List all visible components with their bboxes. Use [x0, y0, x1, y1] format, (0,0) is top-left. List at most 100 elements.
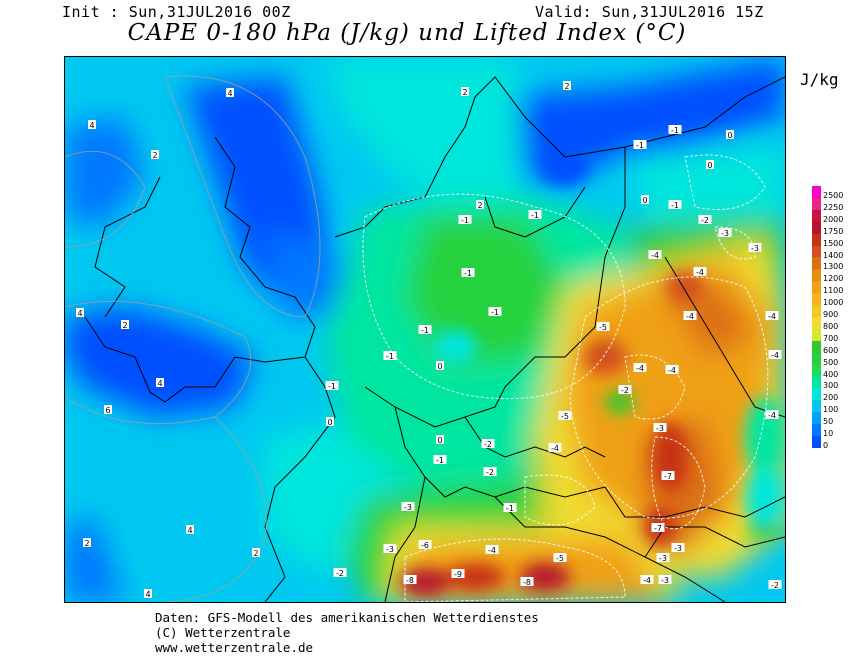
li-label-box: [693, 267, 707, 276]
li-label-box: [683, 311, 697, 320]
li-label: -3: [659, 554, 667, 563]
legend-swatch: [812, 400, 821, 413]
li-label: -3: [674, 544, 682, 553]
li-label: 2: [122, 321, 127, 330]
li-label-box: [418, 325, 432, 334]
legend-swatch: [812, 209, 821, 223]
legend-level-label: 1300: [823, 262, 844, 272]
li-label: -3: [404, 503, 412, 512]
li-label-box: [461, 268, 475, 277]
legend-swatch: [812, 412, 821, 425]
positive-li-contours: [65, 75, 321, 602]
legend-level-label: 500: [823, 357, 839, 367]
legend-swatch: [812, 197, 821, 211]
li-label: -3: [751, 244, 759, 253]
li-label: -1: [386, 352, 394, 361]
li-label: -3: [721, 229, 729, 238]
li-label: 0: [727, 131, 732, 140]
legend-level-label: 300: [823, 381, 839, 391]
footer-source: Daten: GFS-Modell des amerikanischen Wet…: [155, 610, 539, 625]
legend-swatch: [812, 352, 821, 365]
li-label-box: [768, 350, 782, 359]
legend-level-label: 1400: [823, 250, 844, 260]
legend-swatch: [812, 245, 821, 258]
footer-url[interactable]: www.wetterzentrale.de: [155, 640, 314, 655]
li-label: 4: [89, 121, 94, 130]
li-label: -7: [664, 472, 672, 481]
li-label: -2: [336, 569, 344, 578]
li-label: 2: [462, 88, 467, 97]
li-label-box: [104, 405, 112, 414]
li-label-box: [558, 411, 572, 420]
li-label: 4: [157, 379, 162, 388]
lifted-index-contours: [362, 154, 769, 602]
li-label-box: [436, 435, 444, 444]
legend-swatch: [812, 376, 821, 389]
li-label: -1: [506, 504, 514, 513]
li-label-box: [698, 215, 712, 224]
legend-swatch: [812, 221, 821, 235]
legend-swatch: [812, 424, 821, 437]
map-canvas: 4 4 2 2 2 2 -1 -1 0 0 0 -1 -1 -1 -2 -3 -3 -4 -4 -1 -1 -1 -1 -5 -…: [65, 57, 785, 602]
li-label-box: [658, 575, 672, 584]
li-label: -3: [661, 576, 669, 585]
li-label: -5: [561, 412, 569, 421]
li-label-box: [618, 385, 632, 394]
li-label-box: [706, 160, 714, 169]
legend-level-label: 2000: [823, 214, 844, 224]
li-label: -1: [436, 456, 444, 465]
li-label: 4: [145, 590, 150, 599]
li-label-box: [451, 569, 465, 578]
li-label: -6: [421, 541, 429, 550]
li-label-box: [121, 320, 129, 329]
li-label-box: [252, 548, 260, 557]
li-label: 2: [84, 539, 89, 548]
legend-swatch: [812, 269, 821, 282]
li-label-box: [661, 471, 675, 480]
li-label: -1: [421, 326, 429, 335]
li-label: -1: [671, 201, 679, 210]
map-title: CAPE 0-180 hPa (J/kg) und Lifted Index (…: [127, 20, 687, 46]
legend-level-label: 100: [823, 405, 839, 415]
li-label: 6: [105, 406, 110, 415]
weather-map: 4 4 2 2 2 2 -1 -1 0 0 0 -1 -1 -1 -2 -3 -3 -4 -4 -1 -1 -1 -1 -5 -…: [64, 56, 786, 603]
li-label: -1: [531, 211, 539, 220]
li-label-box: [671, 543, 685, 552]
li-label-box: [401, 502, 415, 511]
li-label-box: [765, 311, 779, 320]
li-label-box: [640, 575, 654, 584]
li-label: -3: [386, 545, 394, 554]
legend-level-label: 600: [823, 345, 839, 355]
li-label-box: [333, 568, 347, 577]
legend-level-label: 1100: [823, 286, 844, 296]
li-label: -1: [671, 126, 679, 135]
li-label-box: [383, 351, 397, 360]
legend-swatch: [812, 328, 821, 342]
li-label: -4: [768, 312, 776, 321]
legend-level-label: 200: [823, 393, 839, 403]
li-label-box: [144, 589, 152, 598]
li-label-box: [553, 553, 567, 562]
legend-level-label: 2250: [823, 202, 844, 212]
li-label: 4: [187, 526, 192, 535]
li-label: 2: [564, 82, 569, 91]
legend-unit: J/kg: [800, 70, 839, 89]
legend-swatch: [812, 186, 821, 199]
li-label: -2: [486, 468, 494, 477]
legend-swatch: [812, 364, 821, 377]
li-label-box: [768, 580, 782, 589]
li-label-box: [403, 575, 417, 584]
legend-level-label: 10: [823, 429, 834, 438]
li-label-box: [765, 410, 779, 419]
li-label: -1: [461, 216, 469, 225]
li-label: -7: [654, 524, 662, 533]
li-label-box: [648, 250, 662, 259]
li-label-box: [748, 243, 762, 252]
li-label: -4: [551, 444, 559, 453]
legend-swatch: [812, 257, 821, 270]
li-label-box: [665, 365, 679, 374]
li-label-box: [668, 125, 682, 134]
li-label-box: [520, 577, 534, 586]
li-label: -4: [768, 411, 776, 420]
li-label-box: [633, 363, 647, 372]
